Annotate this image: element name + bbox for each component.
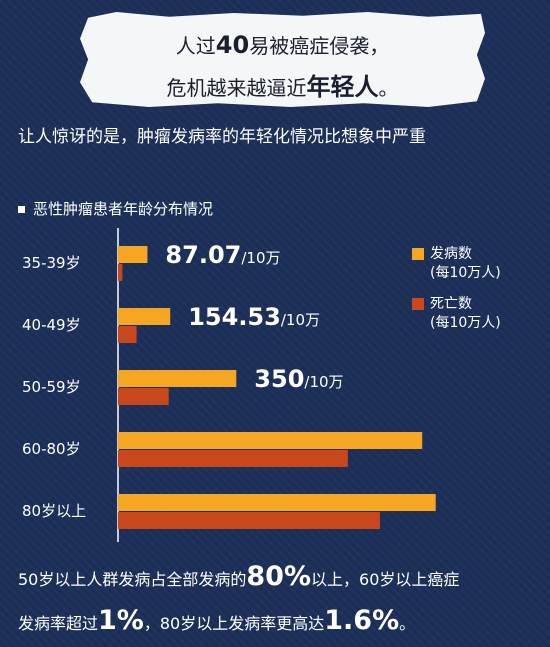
footer-l2-b: 1% (98, 605, 144, 636)
headline-banner: 人过40易被癌症侵袭， 危机越来越逼近年轻人。 (80, 12, 485, 107)
bar-mortality (118, 388, 169, 405)
footer-l1-b: 80% (246, 561, 312, 592)
footer-l1-c: 以上，60岁以上癌症 (311, 570, 460, 589)
subtitle: 让人惊讶的是，肿瘤发病率的年轻化情况比想象中严重 (18, 127, 426, 147)
footer-l1-a: 50岁以上人群发病占全部发病的 (18, 570, 247, 589)
chart-title: 恶性肿瘤患者年龄分布情况 (33, 200, 214, 218)
square-bullet-icon (18, 206, 25, 213)
legend-swatch-incidence (412, 248, 424, 260)
headline-line-1: 人过40易被癌症侵袭， (80, 30, 485, 59)
legend-sublabel-mortality: (每10万人) (430, 315, 501, 331)
bar-incidence (118, 370, 237, 387)
category-label: 60-80岁 (22, 440, 81, 458)
bar-incidence (118, 494, 436, 511)
data-label: 154.53/10万 (188, 303, 320, 331)
category-label: 50-59岁 (22, 378, 81, 396)
chart-title-row: 恶性肿瘤患者年龄分布情况 (18, 198, 213, 219)
bar-mortality (118, 512, 380, 529)
bar-incidence (118, 246, 148, 263)
legend-item-mortality: 死亡数 (每10万人) (412, 295, 501, 333)
bar-chart: 35-39岁 87.07/10万 40-49岁 154.53/10万 50-59岁 350… (22, 228, 436, 542)
data-label-unit: /10万 (304, 373, 343, 391)
legend-sublabel-incidence: (每10万人) (430, 265, 501, 281)
headline-line-2: 危机越来越逼近年轻人。 (80, 67, 485, 102)
data-label-unit: /10万 (241, 249, 280, 267)
category-label: 35-39岁 (22, 254, 81, 272)
headline-line1-pre: 人过 (175, 34, 216, 58)
footer-line-1: 50岁以上人群发病占全部发病的80%以上，60岁以上癌症 (18, 561, 459, 592)
legend-swatch-mortality (412, 298, 424, 310)
data-label-value: 154.53 (188, 303, 281, 331)
legend-item-incidence: 发病数 (每10万人) (412, 245, 501, 283)
legend-label-mortality: 死亡数 (430, 296, 472, 312)
data-label: 87.07/10万 (165, 241, 280, 269)
data-label-value: 350 (254, 365, 304, 393)
data-label-value: 87.07 (165, 241, 241, 269)
bar-mortality (118, 264, 123, 281)
headline-line2-emphasis: 年轻人 (306, 73, 379, 101)
bar-mortality (118, 450, 348, 467)
legend-label-incidence: 发病数 (430, 246, 472, 262)
category-label: 80岁以上 (22, 502, 86, 520)
data-label: 350/10万 (254, 365, 343, 393)
footer-line-2: 发病率超过1%，80岁以上发病率更高达1.6%。 (18, 605, 415, 636)
bar-incidence (118, 308, 171, 325)
footer-l2-c: ，80岁以上发病率更高达 (143, 614, 325, 633)
footer-l2-d: 1.6% (324, 605, 400, 636)
bar-incidence (118, 432, 423, 449)
headline-line2-pre: 危机越来越逼近 (166, 76, 307, 100)
data-label-unit: /10万 (281, 311, 320, 329)
headline-line1-post: 易被癌症侵袭， (249, 34, 390, 58)
bar-mortality (118, 326, 137, 343)
footer-l2-a: 发病率超过 (18, 614, 99, 633)
headline-line1-emphasis: 40 (215, 31, 250, 59)
headline-line2-post: 。 (378, 76, 399, 100)
footer-l2-e: 。 (399, 614, 416, 633)
category-label: 40-49岁 (22, 316, 81, 334)
